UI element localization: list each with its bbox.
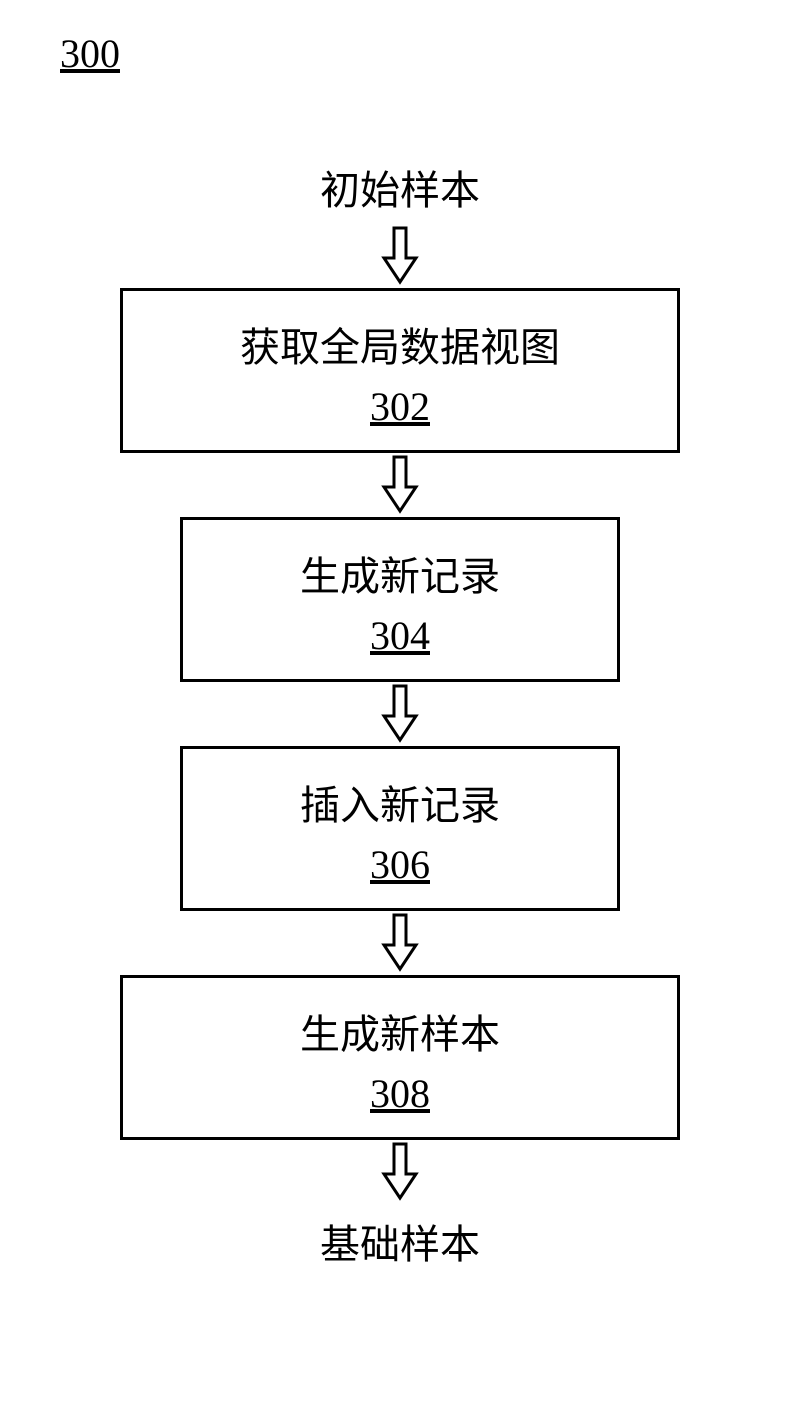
process-step-304: 生成新记录 304 [180, 517, 620, 682]
arrow-icon [380, 455, 420, 515]
process-number: 308 [370, 1070, 430, 1117]
arrow-icon [380, 684, 420, 744]
end-label: 基础样本 [320, 1212, 480, 1270]
process-label: 获取全局数据视图 [240, 315, 560, 373]
start-label: 初始样本 [320, 158, 480, 216]
process-step-308: 生成新样本 308 [120, 975, 680, 1140]
process-step-302: 获取全局数据视图 302 [120, 288, 680, 453]
process-number: 306 [370, 841, 430, 888]
flowchart-container: 初始样本 获取全局数据视图 302 生成新记录 304 插入新记录 306 [100, 150, 700, 1278]
process-label: 生成新记录 [300, 544, 500, 602]
arrow-icon [380, 226, 420, 286]
process-number: 304 [370, 612, 430, 659]
process-step-306: 插入新记录 306 [180, 746, 620, 911]
process-number: 302 [370, 383, 430, 430]
process-label: 插入新记录 [300, 773, 500, 831]
process-label: 生成新样本 [300, 1002, 500, 1060]
diagram-number: 300 [60, 30, 120, 77]
arrow-icon [380, 1142, 420, 1202]
arrow-icon [380, 913, 420, 973]
